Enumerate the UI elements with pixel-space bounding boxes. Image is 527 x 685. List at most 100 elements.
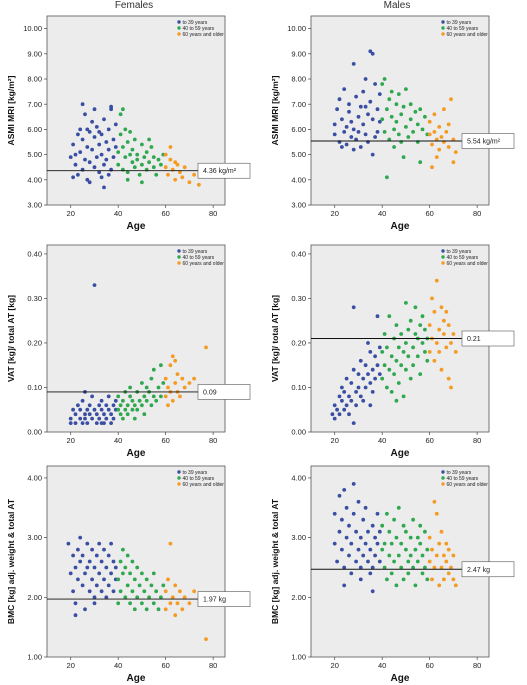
x-tick-label: 20 — [331, 209, 339, 218]
data-point — [99, 175, 104, 180]
data-point — [363, 77, 368, 81]
data-point — [68, 571, 73, 576]
data-point — [94, 583, 99, 588]
data-point — [116, 577, 121, 582]
data-point — [437, 583, 442, 588]
data-point — [173, 358, 178, 363]
data-point — [142, 394, 147, 399]
data-point — [121, 547, 125, 552]
data-point — [99, 398, 104, 403]
data-point — [83, 416, 87, 421]
data-point — [380, 117, 385, 122]
data-point — [78, 416, 83, 421]
data-point — [66, 541, 71, 546]
data-point — [87, 559, 92, 564]
y-tick-label: 0.30 — [27, 294, 42, 303]
reference-label-box — [461, 561, 515, 578]
y-axis-label: ASMI MRI [kg/m²] — [270, 75, 280, 145]
data-point — [116, 394, 121, 399]
data-point — [373, 553, 377, 558]
legend-marker — [441, 482, 445, 486]
data-point — [85, 145, 90, 149]
data-point — [351, 127, 356, 132]
legend-label: to 39 years — [447, 470, 472, 476]
data-point — [415, 122, 420, 127]
data-point — [173, 160, 178, 165]
data-point — [344, 376, 349, 381]
y-tick-label: 9.00 — [291, 49, 306, 58]
series-0 — [68, 102, 118, 190]
data-point — [342, 407, 347, 412]
data-point — [418, 107, 423, 112]
data-point — [389, 354, 394, 359]
data-point — [375, 363, 380, 368]
data-point — [337, 412, 342, 417]
data-point — [87, 130, 92, 134]
series-0 — [330, 305, 382, 425]
data-point — [399, 112, 404, 117]
data-point — [366, 112, 370, 117]
data-point — [109, 104, 113, 109]
data-point — [125, 583, 130, 588]
data-point — [434, 278, 439, 283]
data-point — [442, 318, 446, 323]
data-point — [446, 376, 451, 381]
data-point — [394, 119, 399, 124]
data-point — [90, 147, 94, 152]
data-point — [168, 157, 173, 162]
data-point — [392, 145, 396, 149]
data-point — [97, 541, 102, 546]
data-point — [149, 376, 154, 381]
data-point — [68, 416, 73, 421]
data-point — [437, 350, 442, 354]
data-point — [351, 367, 356, 372]
data-point — [154, 172, 159, 177]
data-point — [151, 601, 156, 606]
data-point — [197, 182, 201, 187]
data-point — [130, 407, 135, 412]
data-point — [128, 601, 133, 606]
data-point — [411, 565, 415, 570]
data-point — [140, 162, 144, 167]
data-point — [349, 135, 354, 139]
data-point — [73, 421, 78, 425]
y-tick-label: 4.00 — [291, 175, 306, 184]
x-tick-label: 80 — [209, 436, 217, 445]
data-point — [76, 132, 80, 137]
series-0 — [332, 482, 382, 594]
legend-label: 60 years and older — [183, 482, 225, 488]
data-point — [389, 571, 394, 576]
data-point — [387, 97, 392, 102]
data-point — [404, 125, 408, 129]
legend-label: to 39 years — [183, 20, 208, 26]
data-point — [204, 345, 208, 350]
legend-label: 60 years and older — [447, 482, 489, 488]
reference-label-box — [197, 384, 251, 400]
data-point — [125, 403, 130, 408]
series-1 — [380, 505, 430, 588]
data-point — [182, 385, 187, 390]
data-point — [192, 589, 197, 594]
data-point — [434, 341, 439, 345]
data-point — [85, 177, 90, 182]
y-tick-label: 5.00 — [27, 150, 42, 159]
data-point — [97, 416, 102, 421]
data-point — [130, 160, 135, 165]
data-point — [144, 150, 149, 155]
series-2 — [427, 499, 458, 588]
data-point — [439, 367, 444, 372]
data-point — [90, 394, 94, 399]
data-point — [415, 559, 420, 564]
data-point — [111, 403, 116, 408]
data-point — [351, 305, 356, 310]
y-tick-label: 0.40 — [291, 250, 306, 259]
x-axis-label: Age — [391, 673, 410, 684]
data-point — [363, 541, 368, 546]
data-point — [94, 553, 99, 558]
x-tick-label: 40 — [114, 209, 122, 218]
y-tick-label: 7.00 — [27, 100, 42, 109]
data-point — [420, 571, 425, 576]
data-point — [118, 589, 123, 594]
data-point — [147, 137, 152, 142]
data-point — [392, 127, 396, 132]
